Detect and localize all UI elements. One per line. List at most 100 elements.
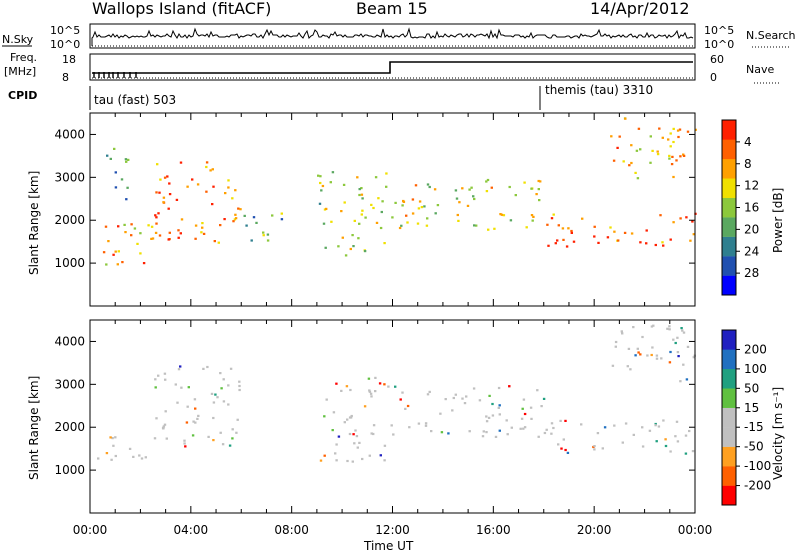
- echo-cell: [159, 178, 162, 181]
- echo-cell: [353, 442, 356, 445]
- echo-cell: [324, 246, 327, 249]
- echo-cell: [266, 239, 270, 242]
- echo-cell: [491, 402, 494, 406]
- echo-cell: [330, 220, 333, 223]
- echo-cell: [645, 242, 648, 245]
- echo-cell: [391, 216, 394, 219]
- echo-cell: [222, 378, 225, 381]
- colorbar-swatch: [722, 388, 736, 408]
- nsky-trace: [91, 27, 694, 46]
- echo-cell: [613, 424, 616, 427]
- colorbar-swatch: [722, 275, 736, 296]
- echo-cell: [662, 244, 665, 247]
- echo-cell: [652, 324, 655, 327]
- colorbar-swatch: [722, 139, 736, 160]
- echo-cell: [556, 239, 559, 242]
- echo-cell: [425, 224, 429, 227]
- echo-cell: [519, 427, 522, 430]
- echo-cell: [624, 422, 628, 425]
- echo-cell: [400, 224, 403, 227]
- echo-cell: [485, 420, 489, 423]
- echo-cell: [639, 241, 642, 244]
- echo-cell: [353, 219, 356, 222]
- echo-cell: [567, 227, 570, 230]
- echo-cell: [486, 178, 490, 182]
- colorbar-swatch: [722, 407, 736, 428]
- echo-cell: [107, 240, 110, 243]
- echo-cell: [117, 250, 120, 253]
- freq-strip-frame: [89, 53, 696, 81]
- echo-cell: [319, 459, 323, 462]
- velocity-y-ticks: 1000 2000 3000 4000: [54, 334, 695, 477]
- echo-cell: [661, 136, 664, 139]
- echo-cell: [207, 435, 210, 438]
- echo-cell: [370, 395, 373, 398]
- echo-cell: [377, 197, 380, 200]
- echo-cell: [688, 429, 691, 433]
- echo-cell: [329, 181, 332, 184]
- echo-cell: [186, 405, 189, 408]
- echo-cell: [124, 158, 128, 161]
- echo-cell: [239, 208, 242, 211]
- y-tick-label: 1000: [54, 463, 85, 477]
- freq-trace: [92, 61, 693, 74]
- echo-cell: [139, 232, 142, 235]
- echo-cell: [112, 444, 115, 447]
- echo-cell: [360, 213, 363, 216]
- echo-cell: [194, 237, 197, 240]
- echo-cell: [685, 378, 689, 381]
- echo-cell: [105, 452, 109, 455]
- echo-cell: [614, 340, 618, 344]
- echo-cell: [180, 386, 183, 389]
- echo-cell: [109, 157, 112, 160]
- echo-cell: [361, 457, 364, 461]
- echo-cell: [552, 426, 555, 430]
- echo-cell: [546, 223, 549, 226]
- echo-cell: [481, 435, 485, 438]
- echo-cell: [234, 217, 238, 220]
- echo-cell: [428, 390, 431, 393]
- freq-label-line1: Freq.: [10, 51, 37, 64]
- echo-cell: [357, 237, 360, 240]
- echo-cell: [334, 452, 337, 455]
- echo-cell: [165, 437, 168, 440]
- echo-cell: [639, 353, 642, 356]
- power-panel: 1000 2000 3000 4000 Slant Range [km]: [27, 112, 697, 307]
- nsky-tick-bottom: 10^0: [50, 38, 80, 51]
- echo-cell: [676, 351, 680, 354]
- echo-cell: [201, 222, 204, 225]
- echo-cell: [491, 414, 495, 417]
- echo-cell: [104, 225, 108, 228]
- echo-cell: [356, 176, 359, 179]
- echo-cell: [110, 458, 113, 461]
- power-colorbar-labels: 4 8 12 16 20 24 28: [736, 135, 759, 280]
- site-title: Wallops Island (fitACF): [92, 0, 271, 18]
- echo-cell: [632, 326, 635, 329]
- echo-cell: [213, 240, 216, 243]
- echo-cell: [105, 263, 108, 266]
- echo-cell: [661, 241, 664, 244]
- echo-cell: [436, 204, 440, 207]
- echo-cell: [686, 345, 690, 348]
- echo-cell: [228, 444, 232, 447]
- echo-cell: [162, 196, 166, 199]
- echo-cell: [603, 426, 607, 429]
- colorbar-tick-label: 200: [744, 342, 767, 356]
- echo-cell: [406, 221, 409, 224]
- echo-cell: [667, 138, 670, 141]
- echo-cell: [383, 444, 387, 447]
- echo-cell: [472, 195, 475, 198]
- echo-cell: [191, 178, 194, 181]
- cpid-label: CPID: [8, 89, 37, 102]
- echo-cell: [664, 444, 668, 448]
- echo-cell: [163, 176, 167, 179]
- date-title: 14/Apr/2012: [590, 0, 690, 18]
- echo-cell: [684, 434, 688, 437]
- echo-cell: [671, 155, 674, 158]
- echo-cell: [439, 412, 442, 415]
- echo-cell: [354, 429, 357, 432]
- echo-cell: [325, 207, 328, 210]
- power-y-axis-label: Slant Range [km]: [27, 171, 41, 275]
- echo-cell: [498, 404, 501, 407]
- echo-cell: [232, 220, 235, 223]
